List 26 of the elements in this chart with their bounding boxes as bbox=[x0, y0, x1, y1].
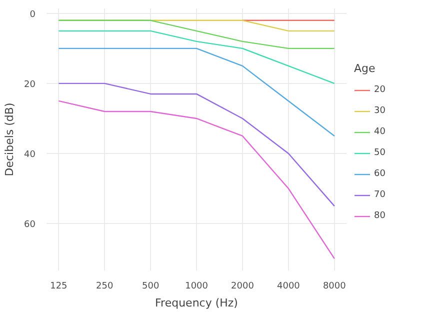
y-tick-label: 20 bbox=[24, 80, 36, 90]
y-tick-label: 40 bbox=[24, 150, 36, 160]
legend-label: 70 bbox=[374, 190, 386, 200]
line-series bbox=[58, 20, 336, 50]
x-tick-label: 8000 bbox=[322, 282, 346, 292]
x-tick-label: 1000 bbox=[185, 282, 208, 292]
legend-label: 30 bbox=[374, 106, 386, 116]
x-tick-label: 2000 bbox=[231, 282, 254, 292]
line-series bbox=[58, 30, 336, 84]
y-axis-title: Decibels (dB) bbox=[3, 102, 16, 176]
legend-label: 60 bbox=[374, 168, 386, 178]
legend-label: 50 bbox=[374, 148, 386, 158]
y-tick-label: 60 bbox=[24, 220, 36, 230]
x-axis-title: Frequency (Hz) bbox=[155, 296, 238, 310]
legend-label: 40 bbox=[374, 126, 386, 136]
y-tick-label: 0 bbox=[30, 10, 36, 20]
line-series bbox=[58, 100, 336, 260]
x-tick-label: 250 bbox=[96, 282, 114, 292]
x-tick-label: 500 bbox=[142, 282, 160, 292]
legend-title: Age bbox=[354, 62, 376, 74]
x-tick-label: 125 bbox=[50, 282, 68, 292]
legend-label: 80 bbox=[374, 210, 386, 220]
line-series bbox=[58, 82, 336, 207]
legend-label: 20 bbox=[374, 84, 386, 94]
line-series bbox=[58, 48, 336, 137]
x-tick-label: 4000 bbox=[277, 282, 300, 292]
